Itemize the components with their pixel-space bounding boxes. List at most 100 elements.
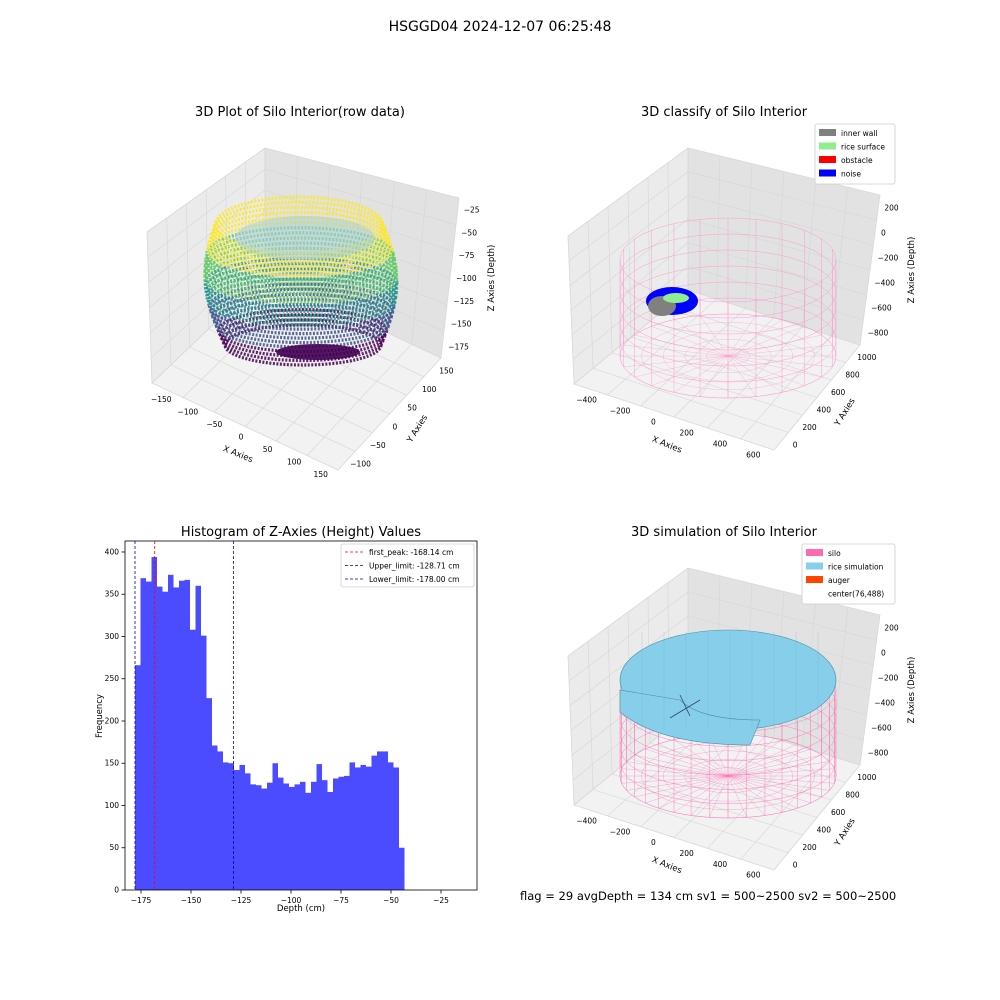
simulation-auger-line [669,699,701,719]
histogram-bar [157,586,163,890]
classify-z-label: Z Axies (Depth) [907,237,917,304]
classify-silo-floor-spoke [727,315,757,357]
simulation-silo-floor-spoke [634,775,729,798]
histogram-bar [146,581,152,890]
histogram-bar [179,580,185,890]
classify-panel-title: 3D classify of Silo Interior [641,105,808,120]
classify-wall-grid [687,147,881,196]
classify-silo-floor-spoke [727,334,822,357]
simulation-wall-grid [859,614,881,766]
histogram-x-tick-label: −75 [333,896,349,905]
classify-silo-floor-spoke [699,355,729,397]
simulation-x-tick: −400 [576,816,597,825]
raw-point-ring [207,215,392,273]
histogram-bar [316,764,322,890]
classify-x-tick: −400 [576,396,597,405]
histogram-bar [190,629,196,890]
histogram-y-tick-label: 0 [114,886,119,895]
simulation-silo-floor-spoke [727,748,811,777]
classify-legend-label: obstacle [841,156,873,165]
histogram-bar [173,587,179,890]
histogram-bar [327,791,333,890]
histogram-bar [195,585,201,890]
classify-silo-floor-spoke [727,326,805,357]
status-footer: flag = 29 avgDepth = 134 cm sv1 = 500~25… [520,889,897,903]
histogram-y-tick-label: 350 [105,590,120,599]
classify-y-tick: 800 [845,370,860,379]
simulation-silo-floor-spoke [727,775,783,813]
histogram-bar [305,792,311,890]
figure-suptitle: HSGGD04 2024-12-07 06:25:48 [389,19,612,35]
raw-point-ring [203,236,397,291]
simulation-silo-floor-spoke [658,775,729,809]
histogram-bar [261,788,267,890]
histogram-legend-label: Upper_limit: -128.71 cm [369,562,460,571]
classify-y-label: Y Axies [832,396,858,429]
histogram-bar [311,781,317,890]
simulation-silo-floor-spoke [626,775,729,791]
histogram-xlabel: Depth (cm) [277,904,325,914]
raw-wall-grid [264,168,457,225]
classify-silo-floor-spoke [634,355,729,378]
classify-wall-grid [687,171,877,221]
classify-z-tick: 200 [884,204,899,213]
simulation-panel-title: 3D simulation of Silo Interior [631,525,818,540]
classify-z-tick: 0 [881,229,886,238]
raw-z-tick: −25 [464,205,480,214]
histogram-bar [294,784,300,890]
classify-y-tick: 400 [817,405,832,414]
classify-silo-floor-spoke [634,334,729,357]
histogram-x-tick-label: −100 [281,896,302,905]
simulation-silo-floor-spoke [621,775,729,784]
simulation-x-tick: 400 [713,860,728,869]
simulation-legend-label: auger [828,576,851,585]
histogram-bar [399,847,405,890]
histogram-bar [223,762,229,890]
raw-point-ring [208,210,391,269]
simulation-silo-floor-spoke [634,754,729,777]
classify-silo-ring [619,217,837,303]
classify-silo-floor-ring [641,322,815,390]
histogram-bar [135,665,141,890]
raw-y-tick: 50 [407,404,417,413]
histogram-bar [245,773,251,890]
classify-silo-floor-spoke [623,344,729,357]
classify-x-tick: 0 [651,418,656,427]
classify-silo-floor-spoke [727,355,833,368]
simulation-3d-panel: 3D simulation of Silo Interior −400 −200 0… [567,525,917,880]
raw-y-label: Y Axies [405,413,431,446]
classify-legend-label: inner wall [841,129,878,138]
histogram-y-tick-label: 400 [105,547,120,556]
histogram-x-tick-label: −175 [131,896,152,905]
simulation-silo-floor-spoke [727,739,783,777]
histogram-bar [256,785,262,890]
simulation-floor-grid [773,764,861,871]
simulation-legend-swatch [806,549,823,556]
histogram-bar [349,762,355,890]
simulation-silo-floor-spoke [709,775,729,818]
simulation-silo-floor-spoke [690,736,729,777]
classify-y-tick: 1000 [857,353,876,362]
classify-silo-floor-spoke [673,355,729,393]
simulation-silo-floor-spoke [621,768,729,777]
simulation-silo-floor-spoke [727,754,822,777]
raw-x-tick: 50 [263,445,273,454]
simulation-wall-grid [687,591,877,641]
histogram-y-tick-label: 250 [105,674,120,683]
classify-wall-grid [568,171,689,261]
histogram-bar [278,777,284,890]
simulation-silo-floor-ring [706,767,750,785]
simulation-legend-label: silo [828,549,841,558]
histogram-bar [322,780,328,890]
histogram-bar [272,763,278,890]
classify-silo-floor-spoke [651,326,729,357]
raw-x-tick: −150 [151,395,172,404]
histogram-y-tick-label: 50 [109,843,119,852]
classify-legend-swatch [819,129,836,136]
simulation-rice-front [619,689,761,746]
simulation-x-tick: 0 [651,838,656,847]
simulation-silo-floor-ring [663,750,794,802]
simulation-wall-grid [687,567,881,616]
simulation-wall-grid [568,591,689,682]
histogram-y-tick-label: 150 [105,759,120,768]
